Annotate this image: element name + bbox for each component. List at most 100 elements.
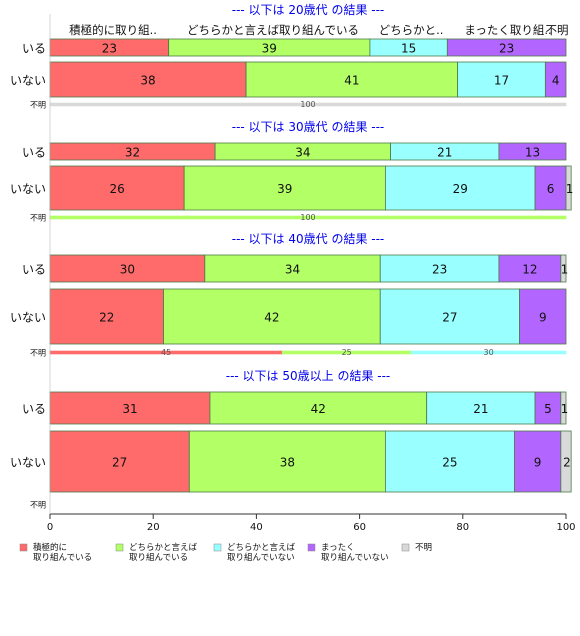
bar-segment	[384, 430, 515, 493]
row-label: いる	[22, 42, 46, 56]
data-label: 23	[432, 263, 447, 277]
bar-segment	[498, 254, 562, 283]
legend-label-line1: 積極的に	[33, 542, 67, 553]
legend-label-line1: どちらかと言えば	[227, 542, 296, 553]
bar-segment	[209, 391, 428, 425]
legend-label-line2: 取り組んでいない	[227, 552, 295, 563]
row-label: いない	[10, 74, 46, 88]
data-label: 4	[552, 74, 560, 88]
bar-segment	[245, 61, 459, 98]
data-label: 34	[295, 146, 310, 160]
row-label: いない	[10, 182, 46, 196]
bar-segment	[514, 430, 562, 493]
bar-segment	[188, 430, 386, 493]
bar-segment	[426, 391, 536, 425]
x-tick-label: 40	[250, 522, 263, 533]
legend-label-line2: 取り組んでいる	[129, 552, 188, 563]
legend-label-line1: まったく	[321, 543, 355, 553]
bar-segment	[519, 288, 567, 345]
legend-swatch	[401, 543, 410, 552]
data-label: 27	[112, 456, 127, 470]
data-label: 26	[109, 182, 124, 196]
row-label: いる	[22, 402, 46, 416]
data-label: 27	[442, 311, 457, 325]
bar-segment	[446, 38, 567, 57]
data-label: 100	[300, 213, 315, 222]
column-header-3: まったく取り組..	[464, 23, 551, 37]
legend-label-line2: 取り組んでいない	[321, 552, 389, 563]
group-title-2: --- 以下は 40歳代 の結果 ---	[232, 232, 385, 246]
data-label: 21	[437, 146, 452, 160]
data-label: 1	[566, 182, 574, 196]
row-label: いる	[22, 263, 46, 277]
data-label: 39	[277, 182, 292, 196]
data-label: 32	[125, 146, 140, 160]
column-header-4: 不明	[546, 23, 569, 37]
bar-segment	[379, 288, 520, 345]
column-header-1: どちらかと言えば取り組んでいる	[187, 23, 359, 37]
group-title-1: --- 以下は 30歳代 の結果 ---	[232, 120, 385, 134]
x-tick-label: 60	[353, 522, 366, 533]
data-label: 29	[453, 182, 468, 196]
legend-swatch	[213, 543, 222, 552]
data-label: 23	[499, 42, 514, 56]
data-label: 15	[401, 42, 416, 56]
bar-segment	[49, 288, 164, 345]
row-label: 不明	[30, 101, 46, 110]
row-label: いない	[10, 311, 46, 325]
data-label: 25	[442, 456, 457, 470]
bar-segment	[560, 430, 572, 493]
row-label: 不明	[30, 501, 46, 510]
x-tick-label: 20	[147, 522, 160, 533]
bar-segment	[49, 430, 190, 493]
legend-label-line2: 取り組んでいる	[33, 552, 92, 563]
legend-swatch	[19, 543, 28, 552]
data-label: 38	[140, 74, 155, 88]
legend-label-line1: どちらかと言えば	[129, 542, 198, 553]
group-title-3: --- 以下は 50歳以上 の結果 ---	[226, 369, 391, 383]
row-label: 不明	[30, 214, 46, 223]
data-label: 100	[300, 100, 315, 109]
data-label: 39	[262, 42, 277, 56]
bar-segment	[49, 61, 247, 98]
data-label: 21	[473, 402, 488, 416]
data-label: 30	[120, 263, 135, 277]
bar-segment	[49, 254, 206, 283]
data-label: 17	[494, 74, 509, 88]
data-label: 34	[285, 263, 300, 277]
bar-segment	[498, 142, 567, 161]
legend-swatch	[307, 543, 316, 552]
data-label: 9	[534, 456, 542, 470]
bar-segment	[163, 288, 381, 345]
data-label: 12	[522, 263, 537, 277]
x-tick-label: 100	[556, 522, 575, 533]
data-label: 2	[563, 456, 571, 470]
bar-segment	[457, 61, 546, 98]
data-label: 25	[342, 348, 352, 357]
row-label: いる	[22, 146, 46, 160]
data-label: 22	[99, 311, 114, 325]
data-label: 30	[484, 348, 494, 357]
legend-swatch	[115, 543, 124, 552]
bar-segment	[560, 391, 567, 425]
data-label: 23	[102, 42, 117, 56]
data-label: 9	[539, 311, 547, 325]
column-header-0: 積極的に取り組..	[69, 23, 157, 37]
x-tick-label: 80	[456, 522, 469, 533]
bar-segment	[560, 254, 567, 283]
data-label: 42	[264, 311, 279, 325]
data-label: 6	[547, 182, 555, 196]
x-tick-label: 0	[47, 522, 53, 533]
data-label: 45	[161, 348, 171, 357]
bar-segment	[410, 350, 567, 355]
group-title-0: --- 以下は 20歳代 の結果 ---	[232, 3, 385, 17]
data-label: 5	[544, 402, 552, 416]
column-header-2: どちらかと..	[379, 23, 444, 37]
bar-segment	[534, 391, 562, 425]
bar-segment	[544, 61, 567, 98]
data-label: 13	[525, 146, 540, 160]
data-label: 41	[344, 74, 359, 88]
bar-segment	[49, 391, 211, 425]
data-label: 38	[280, 456, 295, 470]
